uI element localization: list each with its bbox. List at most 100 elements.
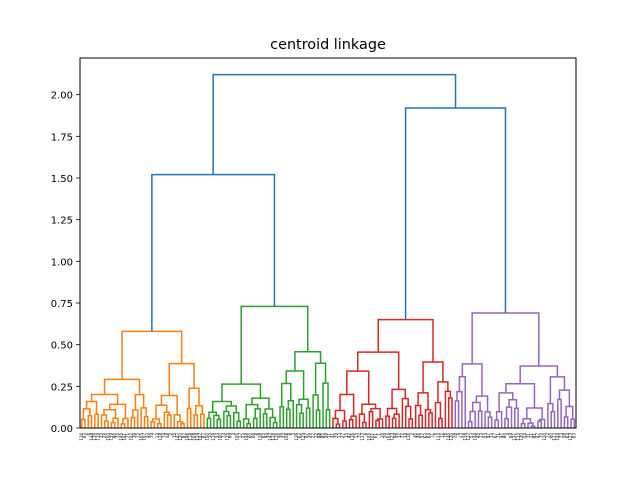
leaf-label: 100 — [234, 433, 239, 441]
y-tick-label: 0.25 — [51, 382, 73, 393]
leaf-label: 64 — [426, 433, 431, 439]
leaf-label: 41 — [330, 433, 335, 439]
leaf-label: 33 — [459, 433, 464, 439]
leaf-label: 7 — [152, 433, 157, 436]
leaf-label: 23 — [241, 433, 246, 439]
leaf-label: 4 — [231, 433, 236, 436]
leaf-label: 100 — [105, 433, 110, 441]
leaf-label: 22 — [310, 433, 315, 439]
leaf-label: 29 — [383, 433, 388, 439]
leaf-label: 53 — [469, 433, 474, 439]
leaf-label: 105 — [138, 433, 143, 441]
leaf-label: 102 — [128, 433, 133, 441]
leaf-label: 11 — [429, 433, 434, 439]
leaf-label: 8 — [287, 433, 292, 436]
leaf-label: 135 — [224, 433, 229, 441]
leaf-label: 79 — [132, 433, 137, 439]
y-tick-label: 0.00 — [51, 424, 73, 435]
leaf-label: 13 — [479, 433, 484, 439]
leaf-label: 126 — [294, 433, 299, 441]
leaf-label: 108 — [191, 433, 196, 441]
leaf-label: 83 — [572, 433, 577, 439]
leaf-label: 39 — [307, 433, 312, 439]
leaf-label: 12 — [314, 433, 319, 439]
leaf-label: 24 — [155, 433, 160, 439]
leaf-label: 47 — [535, 433, 540, 439]
leaf-label: 87 — [181, 433, 186, 439]
leaf-label: 97 — [304, 433, 309, 439]
leaf-label: 123 — [390, 433, 395, 441]
leaf-label: 48 — [165, 433, 170, 439]
leaf-label: 0 — [168, 433, 173, 436]
leaf-label: 29 — [102, 433, 107, 439]
leaf-label: 11 — [327, 433, 332, 439]
y-tick-label: 2.00 — [51, 91, 73, 102]
leaf-label: 71 — [495, 433, 500, 439]
leaf-label: 100 — [218, 433, 223, 441]
leaf-label: 71 — [525, 433, 530, 439]
leaf-label: 119 — [211, 433, 216, 441]
leaf-label: 42 — [347, 433, 352, 439]
leaf-label: 126 — [350, 433, 355, 441]
leaf-label: 12 — [439, 433, 444, 439]
leaf-label: 129 — [300, 433, 305, 441]
leaf-label: 78 — [443, 433, 448, 439]
leaf-label: 53 — [214, 433, 219, 439]
leaf-label: 39 — [148, 433, 153, 439]
leaf-label: 94 — [264, 433, 269, 439]
leaf-label: 147 — [267, 433, 272, 441]
leaf-label: 108 — [284, 433, 289, 441]
leaf-label: 119 — [95, 433, 100, 441]
leaf-label: 80 — [502, 433, 507, 439]
leaf-label: 100 — [205, 433, 210, 441]
leaf-label: 64 — [565, 433, 570, 439]
chart-title: centroid linkage — [270, 37, 386, 53]
leaf-label: 84 — [509, 433, 514, 439]
leaf-label: 58 — [562, 433, 567, 439]
leaf-label: 85 — [320, 433, 325, 439]
y-tick-label: 0.75 — [51, 299, 73, 310]
leaf-label: 70 — [538, 433, 543, 439]
y-tick-label: 1.75 — [51, 132, 73, 143]
leaf-label: 72 — [545, 433, 550, 439]
leaf-label: 4 — [505, 433, 510, 436]
leaf-label: 15 — [171, 433, 176, 439]
leaf-label: 13 — [337, 433, 342, 439]
leaf-label: 148 — [244, 433, 249, 441]
leaf-label: 72 — [357, 433, 362, 439]
leaf-label: 146 — [185, 433, 190, 441]
leaf-label: 118 — [271, 433, 276, 441]
leaf-label: 81 — [532, 433, 537, 439]
plot-frame — [79, 57, 577, 429]
leaf-label: 3 — [290, 433, 295, 436]
leaf-label: 73 — [558, 433, 563, 439]
leaf-label: 147 — [198, 433, 203, 441]
leaf-label: 123 — [568, 433, 573, 441]
y-tick-label: 0.50 — [51, 341, 73, 352]
leaf-label: 71 — [125, 433, 130, 439]
leaf-label: 120 — [542, 433, 547, 441]
leaf-label: 116 — [406, 433, 411, 441]
leaf-label: 63 — [423, 433, 428, 439]
leaf-label: 46 — [416, 433, 421, 439]
leaf-label: 145 — [119, 433, 124, 441]
leaf-label: 8 — [363, 433, 368, 436]
leaf-label: 97 — [201, 433, 206, 439]
leaf-label: 2 — [410, 433, 415, 436]
leaf-label: 74 — [221, 433, 226, 439]
leaf-label: 144 — [472, 433, 477, 441]
leaf-label: 34 — [403, 433, 408, 439]
leaf-label: 119 — [92, 433, 97, 441]
leaf-label: 134 — [436, 433, 441, 441]
leaf-label: 9 — [456, 433, 461, 436]
leaf-label: 140 — [446, 433, 451, 441]
leaf-label: 20 — [208, 433, 213, 439]
leaf-label: 104 — [386, 433, 391, 441]
leaf-label: 101 — [370, 433, 375, 441]
leaf-label: 32 — [396, 433, 401, 439]
leaf-label: 60 — [548, 433, 553, 439]
leaf-label: 117 — [466, 433, 471, 441]
leaf-label: 131 — [512, 433, 517, 441]
